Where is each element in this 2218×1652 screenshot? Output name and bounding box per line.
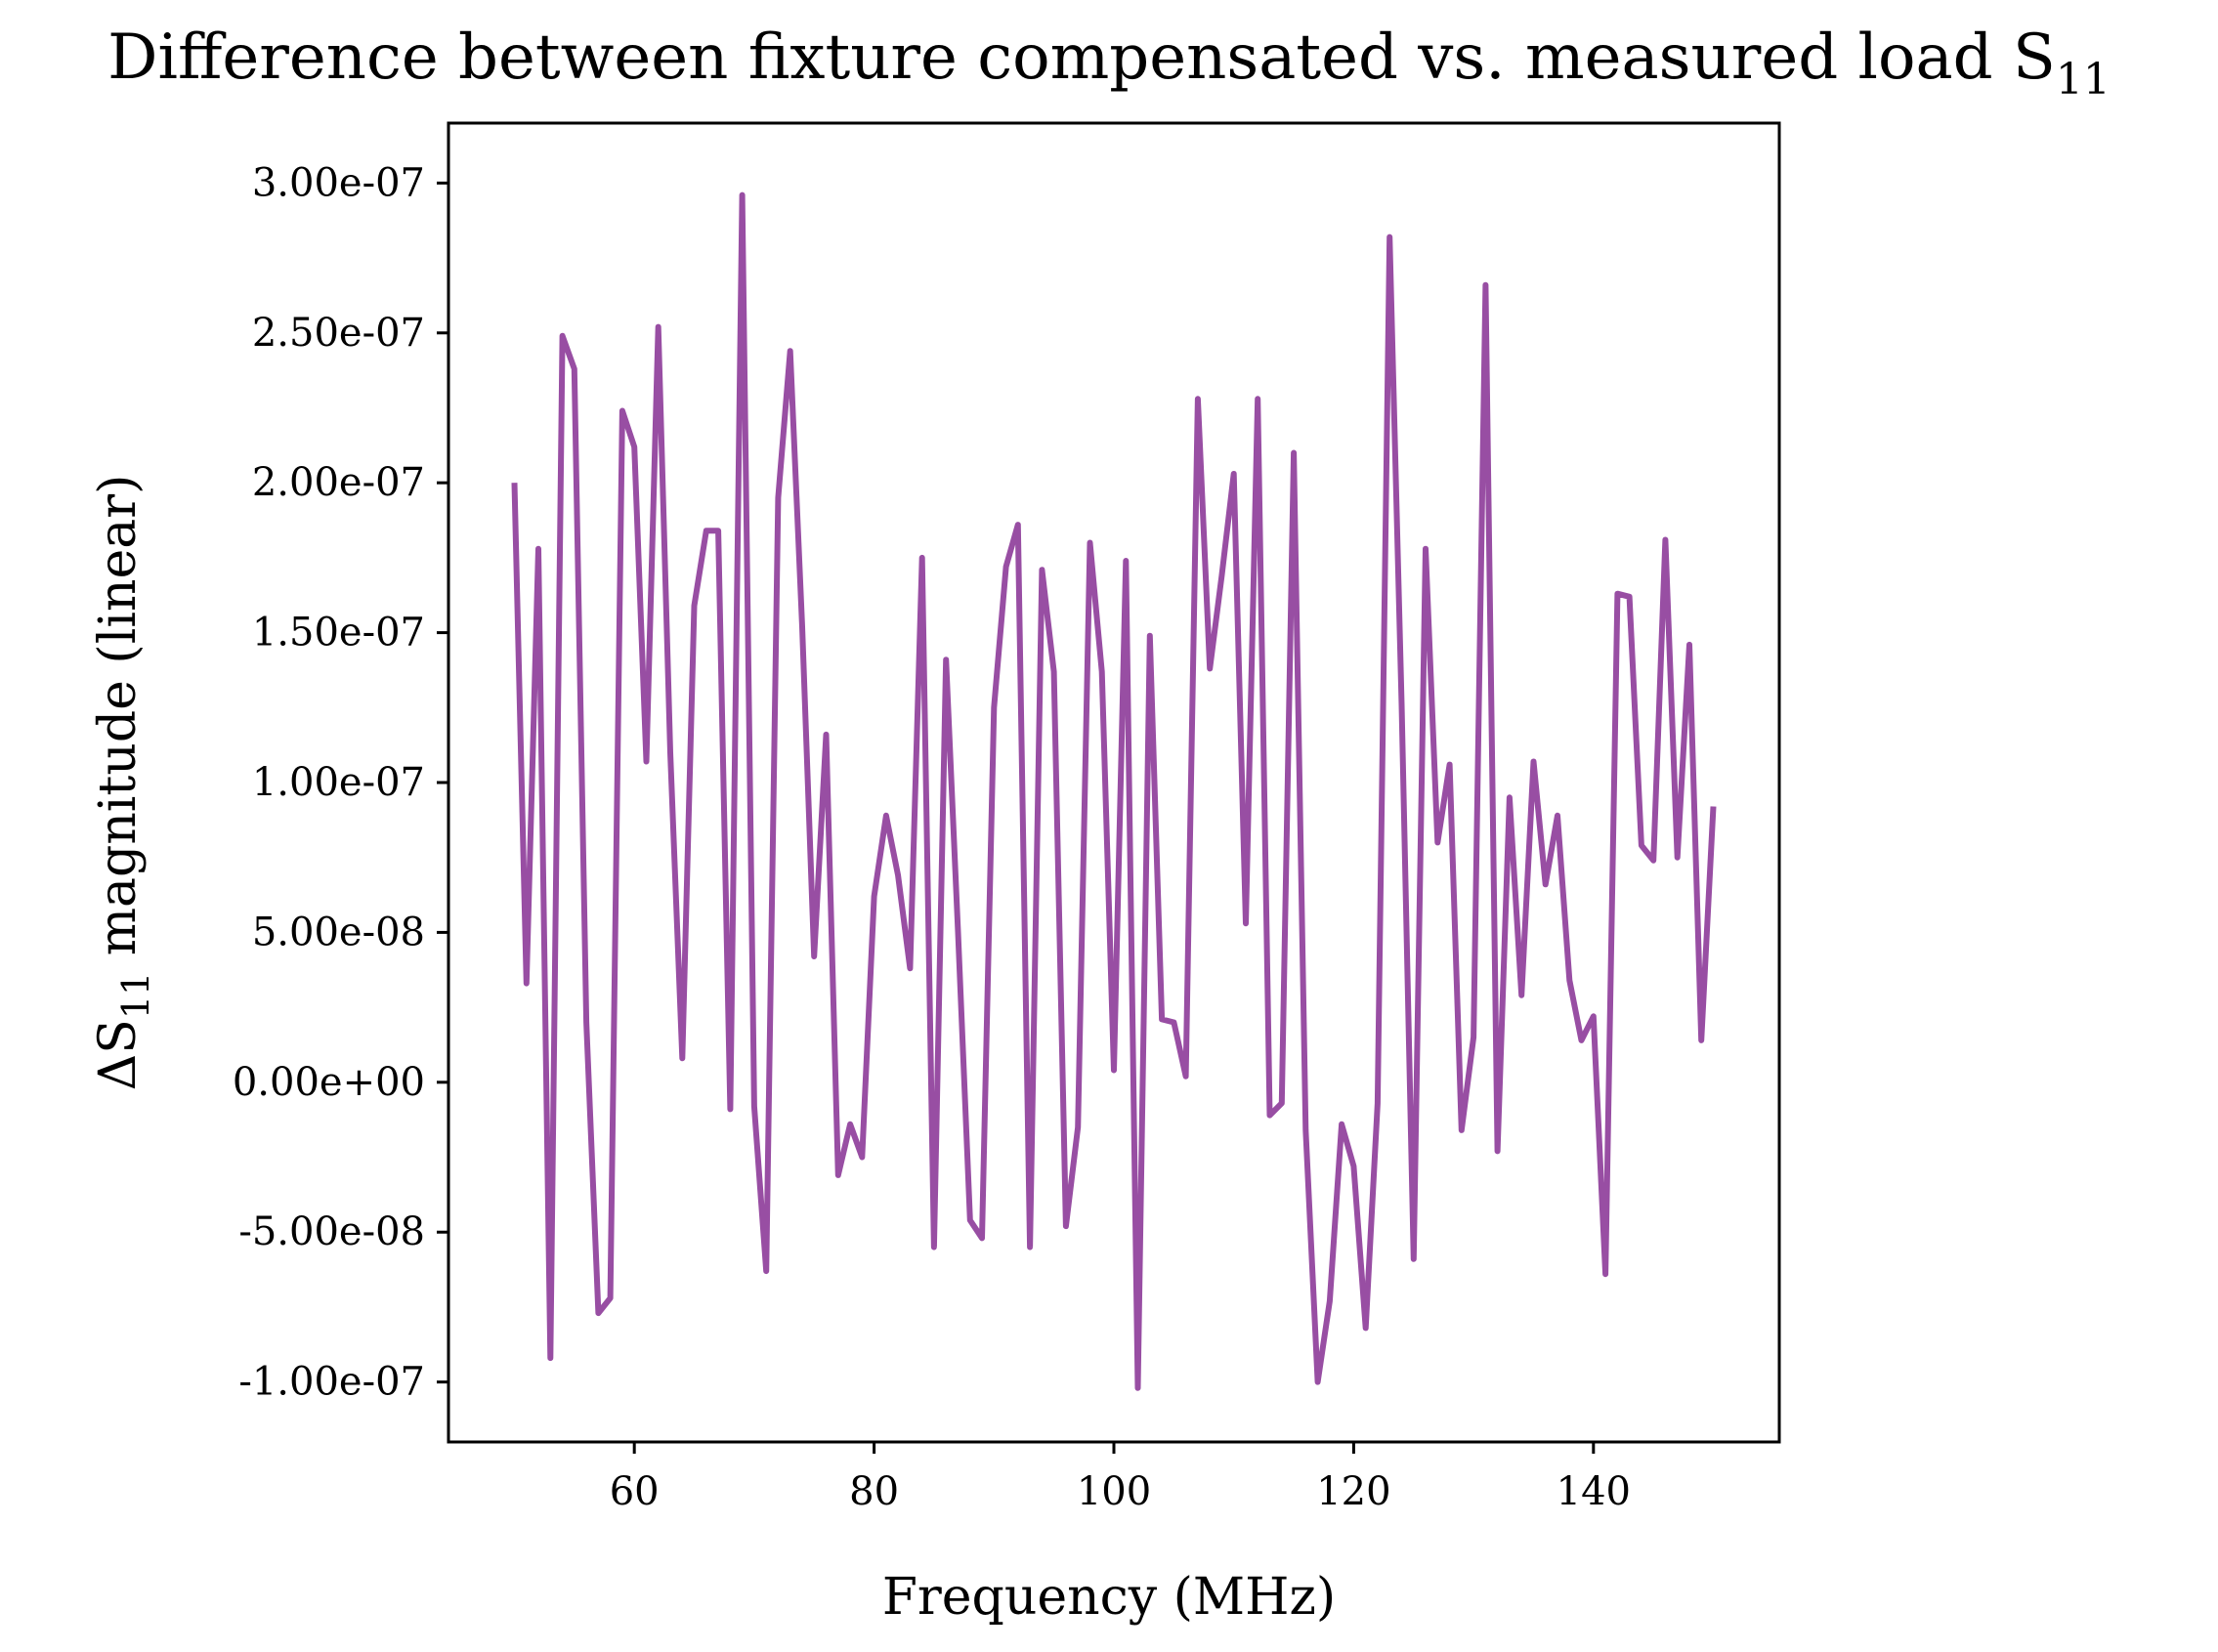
x-tick-label: 100	[1077, 1469, 1151, 1514]
y-tick-label: 1.50e-07	[252, 611, 425, 656]
x-axis-label: Frequency (MHz)	[882, 1568, 1336, 1627]
y-tick-label: 5.00e-08	[252, 910, 425, 954]
y-tick-label: -1.00e-07	[238, 1360, 425, 1405]
y-tick-label: 2.50e-07	[252, 311, 425, 356]
y-tick-label: -5.00e-08	[238, 1209, 425, 1254]
y-tick-label: 1.00e-07	[252, 760, 425, 805]
chart-title: Difference between fixture compensated v…	[107, 21, 2111, 105]
series-line	[511, 191, 1717, 1391]
x-tick-label: 140	[1557, 1469, 1631, 1514]
x-tick-label: 120	[1316, 1469, 1390, 1514]
plot-frame	[447, 121, 1781, 1444]
y-axis-label: ΔS11 magnitude (linear)	[89, 475, 157, 1091]
x-axis: 60 80 100 120 140	[610, 1442, 1631, 1514]
y-tick-label: 2.00e-07	[252, 460, 425, 505]
x-tick-label: 80	[849, 1469, 899, 1514]
x-tick-label: 60	[610, 1469, 660, 1514]
y-tick-label: 0.00e+00	[233, 1060, 425, 1105]
y-tick-label: 3.00e-07	[252, 160, 425, 205]
y-axis: -1.00e-07 -5.00e-08 0.00e+00 5.00e-08 1.00e-…	[233, 160, 448, 1405]
